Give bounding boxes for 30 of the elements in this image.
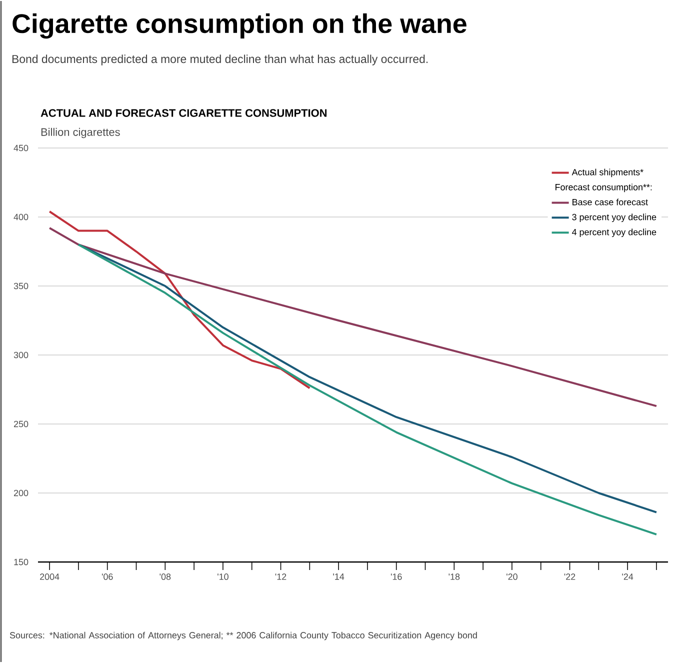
chart-title: Cigarette consumption on the wane [12, 13, 466, 39]
x-tick-label: '10 [218, 574, 228, 580]
legend-label: Actual shipments* [572, 168, 644, 178]
x-tick-label: '06 [102, 574, 113, 580]
x-tick-label: '24 [622, 574, 634, 580]
chart-subtitle: Bond documents predicted a more muted decline than what has actually occurred. [12, 54, 428, 66]
y-tick-label: 300 [14, 352, 28, 358]
legend-label: 4 percent yoy decline [572, 228, 656, 237]
y-axis-title: Billion cigarettes [41, 128, 120, 138]
legend-label: Base case forecast [572, 198, 648, 206]
legend-label: 3 percent yoy decline [572, 214, 656, 222]
y-tick-label: 200 [14, 490, 28, 496]
legend-title: Forecast consumption**: [556, 184, 652, 192]
text: ACTUAL AND FORECAST CIGARETTE CONSUMPTION [40, 109, 327, 117]
y-tick-label: 400 [14, 214, 28, 220]
y-tick-label: 450 [14, 144, 28, 152]
x-tick-label: 2004 [40, 574, 60, 580]
line-series [48, 227, 658, 408]
y-tick-label: 150 [14, 558, 28, 566]
x-tick-label: '20 [506, 574, 518, 580]
x-tick-label: '12 [275, 574, 286, 580]
line-series [48, 210, 311, 390]
source-note: Sources: *National Association of Attorneys General; ** 2006 California County Tobacco Securitization Agency bond [10, 632, 477, 640]
y-tick-label: 250 [14, 420, 28, 428]
x-tick-label: '22 [564, 574, 576, 580]
x-tick-label: '08 [160, 574, 171, 580]
y-tick-label: 350 [14, 282, 28, 290]
x-tick-label: '16 [390, 574, 402, 580]
x-tick-label: '18 [448, 574, 460, 580]
x-tick-label: '14 [333, 574, 344, 580]
